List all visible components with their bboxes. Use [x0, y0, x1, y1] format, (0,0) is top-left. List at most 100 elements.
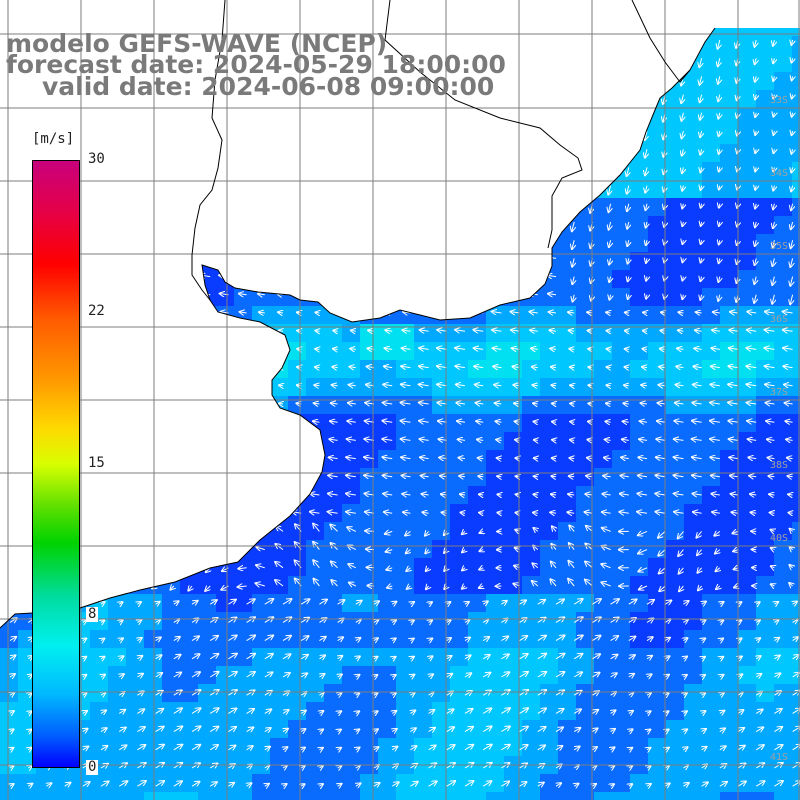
field-cell [630, 576, 648, 594]
field-cell [180, 666, 198, 684]
wind-arrow [279, 331, 284, 332]
field-cell [792, 36, 800, 54]
field-cell [522, 648, 540, 666]
field-cell [450, 360, 468, 378]
field-cell [774, 144, 792, 162]
field-cell [738, 54, 756, 72]
field-cell [378, 486, 396, 504]
field-cell [468, 702, 486, 720]
field-cell [432, 450, 450, 468]
field-cell [432, 540, 450, 558]
field-cell [648, 360, 666, 378]
field-cell [666, 558, 684, 576]
field-cell [792, 342, 800, 360]
field-cell [450, 396, 468, 414]
wind-arrow [315, 331, 319, 332]
field-cell [360, 450, 378, 468]
wind-arrow [718, 112, 720, 119]
field-cell [414, 774, 432, 792]
field-cell [666, 270, 684, 288]
field-cell [0, 738, 18, 756]
field-cell [540, 396, 558, 414]
field-cell [720, 360, 738, 378]
field-cell [108, 738, 126, 756]
field-cell [756, 666, 774, 684]
field-cell [792, 72, 800, 90]
field-cell [432, 576, 450, 594]
field-cell [720, 486, 738, 504]
field-cell [522, 630, 540, 648]
field-cell [666, 252, 684, 270]
field-cell [432, 414, 450, 432]
field-cell [216, 720, 234, 738]
field-cell [774, 576, 792, 594]
field-cell [252, 720, 270, 738]
field-cell [648, 432, 666, 450]
wind-arrow [700, 76, 702, 84]
field-cell [792, 414, 800, 432]
field-cell [666, 684, 684, 702]
field-cell [360, 576, 378, 594]
field-cell [792, 288, 800, 306]
field-cell [450, 594, 468, 612]
wind-arrow [701, 240, 702, 244]
field-cell [684, 126, 702, 144]
field-cell [720, 288, 738, 306]
field-cell [702, 450, 720, 468]
field-cell [612, 612, 630, 630]
field-cell [702, 576, 720, 594]
field-cell [396, 612, 414, 630]
field-cell [666, 576, 684, 594]
field-cell [540, 450, 558, 468]
field-cell [234, 774, 252, 792]
field-cell [90, 630, 108, 648]
field-cell [666, 288, 684, 306]
field-cell [504, 486, 522, 504]
field-cell [684, 216, 702, 234]
field-cell [720, 36, 738, 54]
field-cell [324, 576, 342, 594]
field-cell [396, 594, 414, 612]
field-cell [90, 720, 108, 738]
field-cell [774, 414, 792, 432]
field-cell [0, 684, 18, 702]
field-cell [612, 252, 630, 270]
field-cell [306, 378, 324, 396]
field-cell [396, 702, 414, 720]
field-cell [342, 792, 360, 800]
field-cell [414, 630, 432, 648]
field-cell [612, 432, 630, 450]
colorbar [32, 160, 80, 768]
field-cell [648, 162, 666, 180]
field-cell [648, 216, 666, 234]
field-cell [342, 576, 360, 594]
field-cell [594, 702, 612, 720]
field-cell [720, 396, 738, 414]
field-cell [666, 108, 684, 126]
field-cell [396, 666, 414, 684]
field-cell [756, 774, 774, 792]
field-cell [702, 612, 720, 630]
field-cell [504, 432, 522, 450]
field-cell [702, 306, 720, 324]
field-cell [198, 684, 216, 702]
field-cell [396, 468, 414, 486]
field-cell [612, 342, 630, 360]
field-cell [594, 432, 612, 450]
field-cell [306, 576, 324, 594]
field-cell [0, 648, 18, 666]
field-cell [684, 342, 702, 360]
field-cell [486, 486, 504, 504]
field-cell [486, 738, 504, 756]
field-cell [108, 666, 126, 684]
wind-arrow [773, 149, 774, 153]
field-cell [432, 522, 450, 540]
field-cell [306, 342, 324, 360]
field-cell [576, 306, 594, 324]
field-cell [18, 612, 36, 630]
field-cell [792, 216, 800, 234]
field-cell [630, 180, 648, 198]
field-cell [522, 432, 540, 450]
field-cell [558, 792, 576, 800]
field-cell [36, 774, 54, 792]
